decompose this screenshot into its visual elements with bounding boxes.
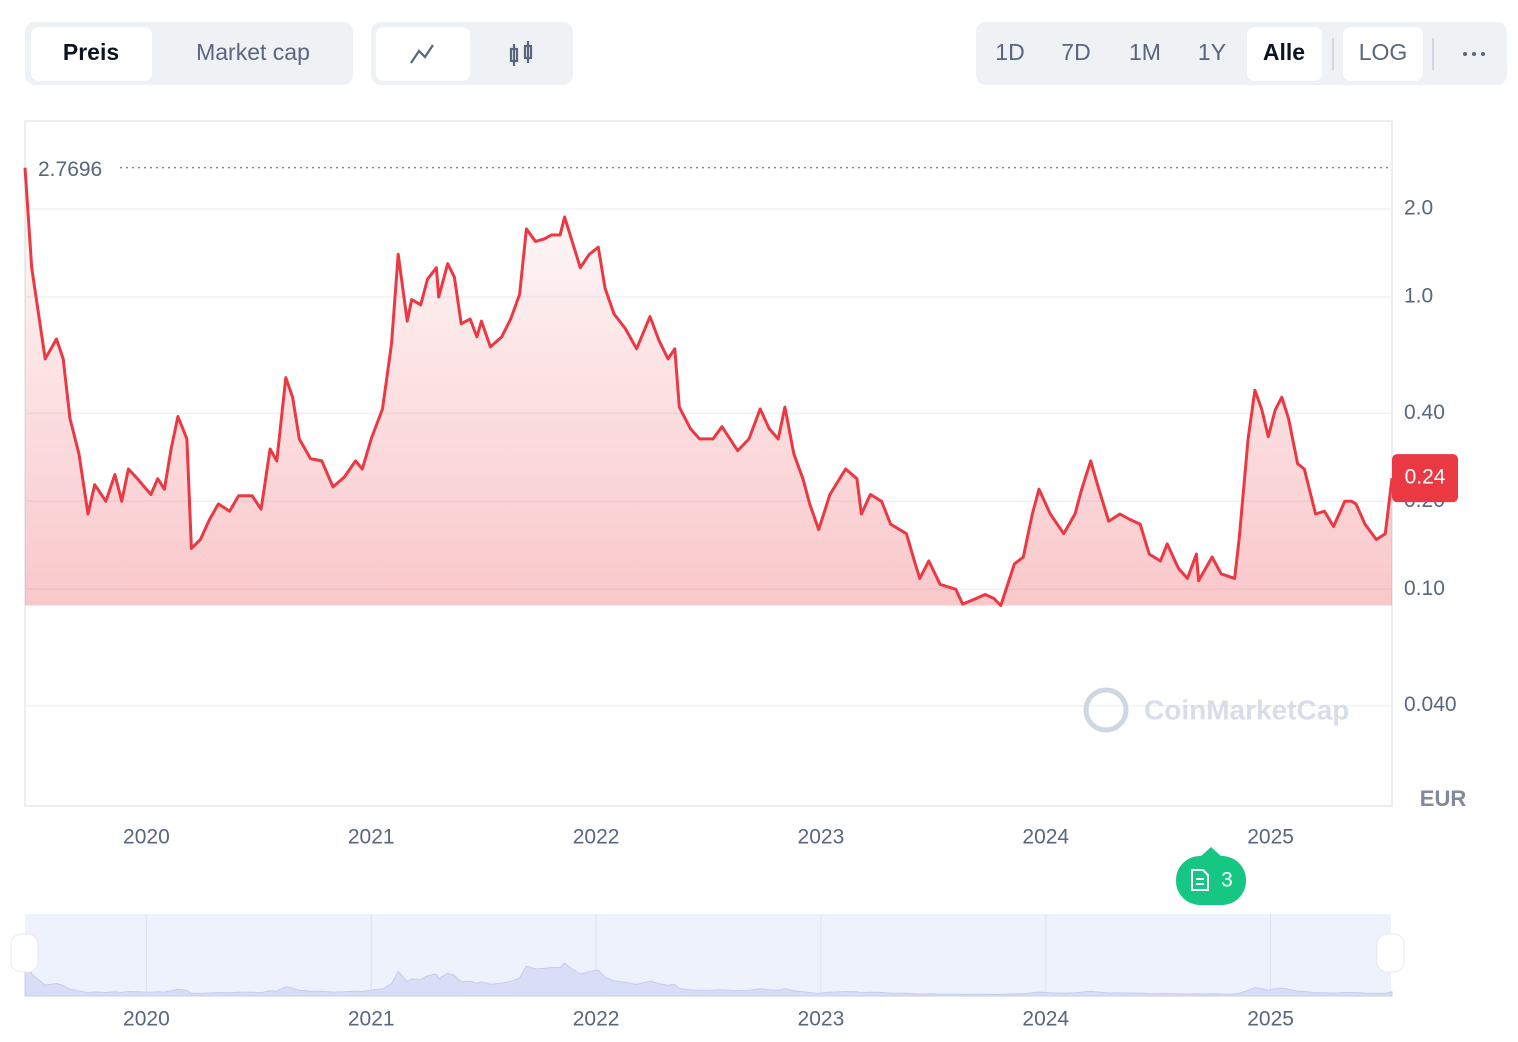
price-badge-label: 0.24 [1405, 466, 1446, 489]
button-label[interactable]: 1Y [1198, 39, 1226, 65]
price-area [25, 167, 1392, 606]
x-tick-label: 2021 [348, 826, 395, 849]
y-tick-label: 2.0 [1404, 197, 1433, 220]
button-label[interactable]: Preis [63, 39, 119, 65]
nav-tick-label: 2023 [798, 1008, 845, 1031]
nav-tick-label: 2022 [573, 1008, 620, 1031]
y-tick-label: 1.0 [1404, 285, 1433, 308]
price-badge [1392, 454, 1458, 503]
nav-area [24, 947, 1393, 997]
news-count[interactable]: 3 [1221, 869, 1233, 892]
doc-icon [1191, 869, 1209, 891]
watermark-logo [1083, 687, 1129, 733]
range-toggle [976, 22, 1507, 85]
active-button[interactable] [1247, 27, 1322, 81]
button-label[interactable]: 7D [1061, 39, 1090, 65]
more-icon[interactable] [1463, 52, 1485, 56]
nav-handle[interactable] [1376, 933, 1405, 973]
button-label[interactable]: Market cap [196, 39, 310, 65]
x-tick-label: 2023 [798, 826, 845, 849]
button-label[interactable]: LOG [1359, 39, 1408, 65]
x-tick-label: 2025 [1247, 826, 1294, 849]
line-icon [410, 44, 434, 64]
y-tick-label: 0.40 [1404, 401, 1445, 424]
watermark: CoinMarketCap [1144, 694, 1349, 725]
y-tick-label: 0.040 [1404, 693, 1457, 716]
y-tick-label: 0.10 [1404, 577, 1445, 600]
nav-tick-label: 2021 [348, 1008, 395, 1031]
currency-label: EUR [1420, 786, 1467, 811]
candle-icon [509, 41, 533, 66]
log-button[interactable] [1343, 27, 1423, 81]
news-badge[interactable]: 3 [1176, 847, 1246, 905]
max-label: 2.7696 [38, 158, 102, 181]
nav-handle[interactable] [10, 933, 39, 973]
nav-tick-label: 2025 [1247, 1008, 1294, 1031]
button-label[interactable]: 1M [1129, 39, 1161, 65]
button-label[interactable]: Alle [1263, 39, 1305, 65]
x-tick-label: 2022 [573, 826, 620, 849]
x-tick-label: 2020 [123, 826, 170, 849]
price-line [23, 167, 1394, 607]
nav-tick-label: 2020 [123, 1008, 170, 1031]
badge-pointer [1200, 847, 1222, 857]
active-button[interactable] [31, 27, 152, 81]
x-tick-label: 2024 [1022, 826, 1069, 849]
badge-body[interactable] [1176, 856, 1246, 905]
button-label[interactable]: 1D [995, 39, 1024, 65]
navigator [25, 914, 1391, 996]
nav-tick-label: 2024 [1022, 1008, 1069, 1031]
